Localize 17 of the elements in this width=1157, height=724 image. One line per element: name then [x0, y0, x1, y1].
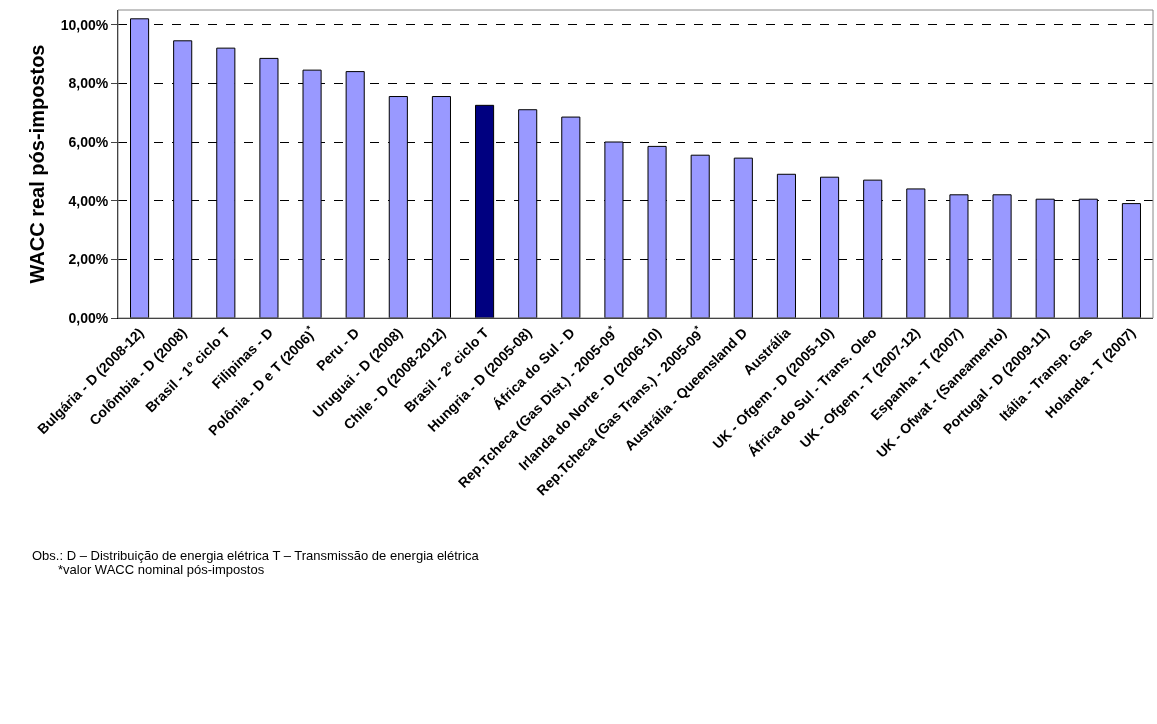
- bar: [345, 71, 365, 318]
- bar: [130, 18, 150, 318]
- y-axis-title: WACC real pós-impostos: [26, 44, 49, 284]
- bar: [690, 154, 710, 318]
- bar: [776, 173, 796, 318]
- y-tick-label: 4,00%: [68, 192, 109, 209]
- text: Obs.: D – Distribuição de energia elétrica T – Transmissão de energia elétrica: [32, 548, 480, 563]
- bar: [906, 188, 926, 318]
- y-tick-label: 2,00%: [68, 251, 109, 268]
- text: *valor WACC nominal pós-impostos: [58, 562, 265, 577]
- y-tick-label: 8,00%: [68, 75, 109, 92]
- y-tick-label: 10,00%: [60, 16, 109, 33]
- y-tick-label: 6,00%: [68, 133, 109, 150]
- bar: [561, 116, 581, 318]
- bar: [1121, 203, 1141, 318]
- y-tick-label: 0,00%: [68, 309, 109, 326]
- bar: [475, 104, 495, 318]
